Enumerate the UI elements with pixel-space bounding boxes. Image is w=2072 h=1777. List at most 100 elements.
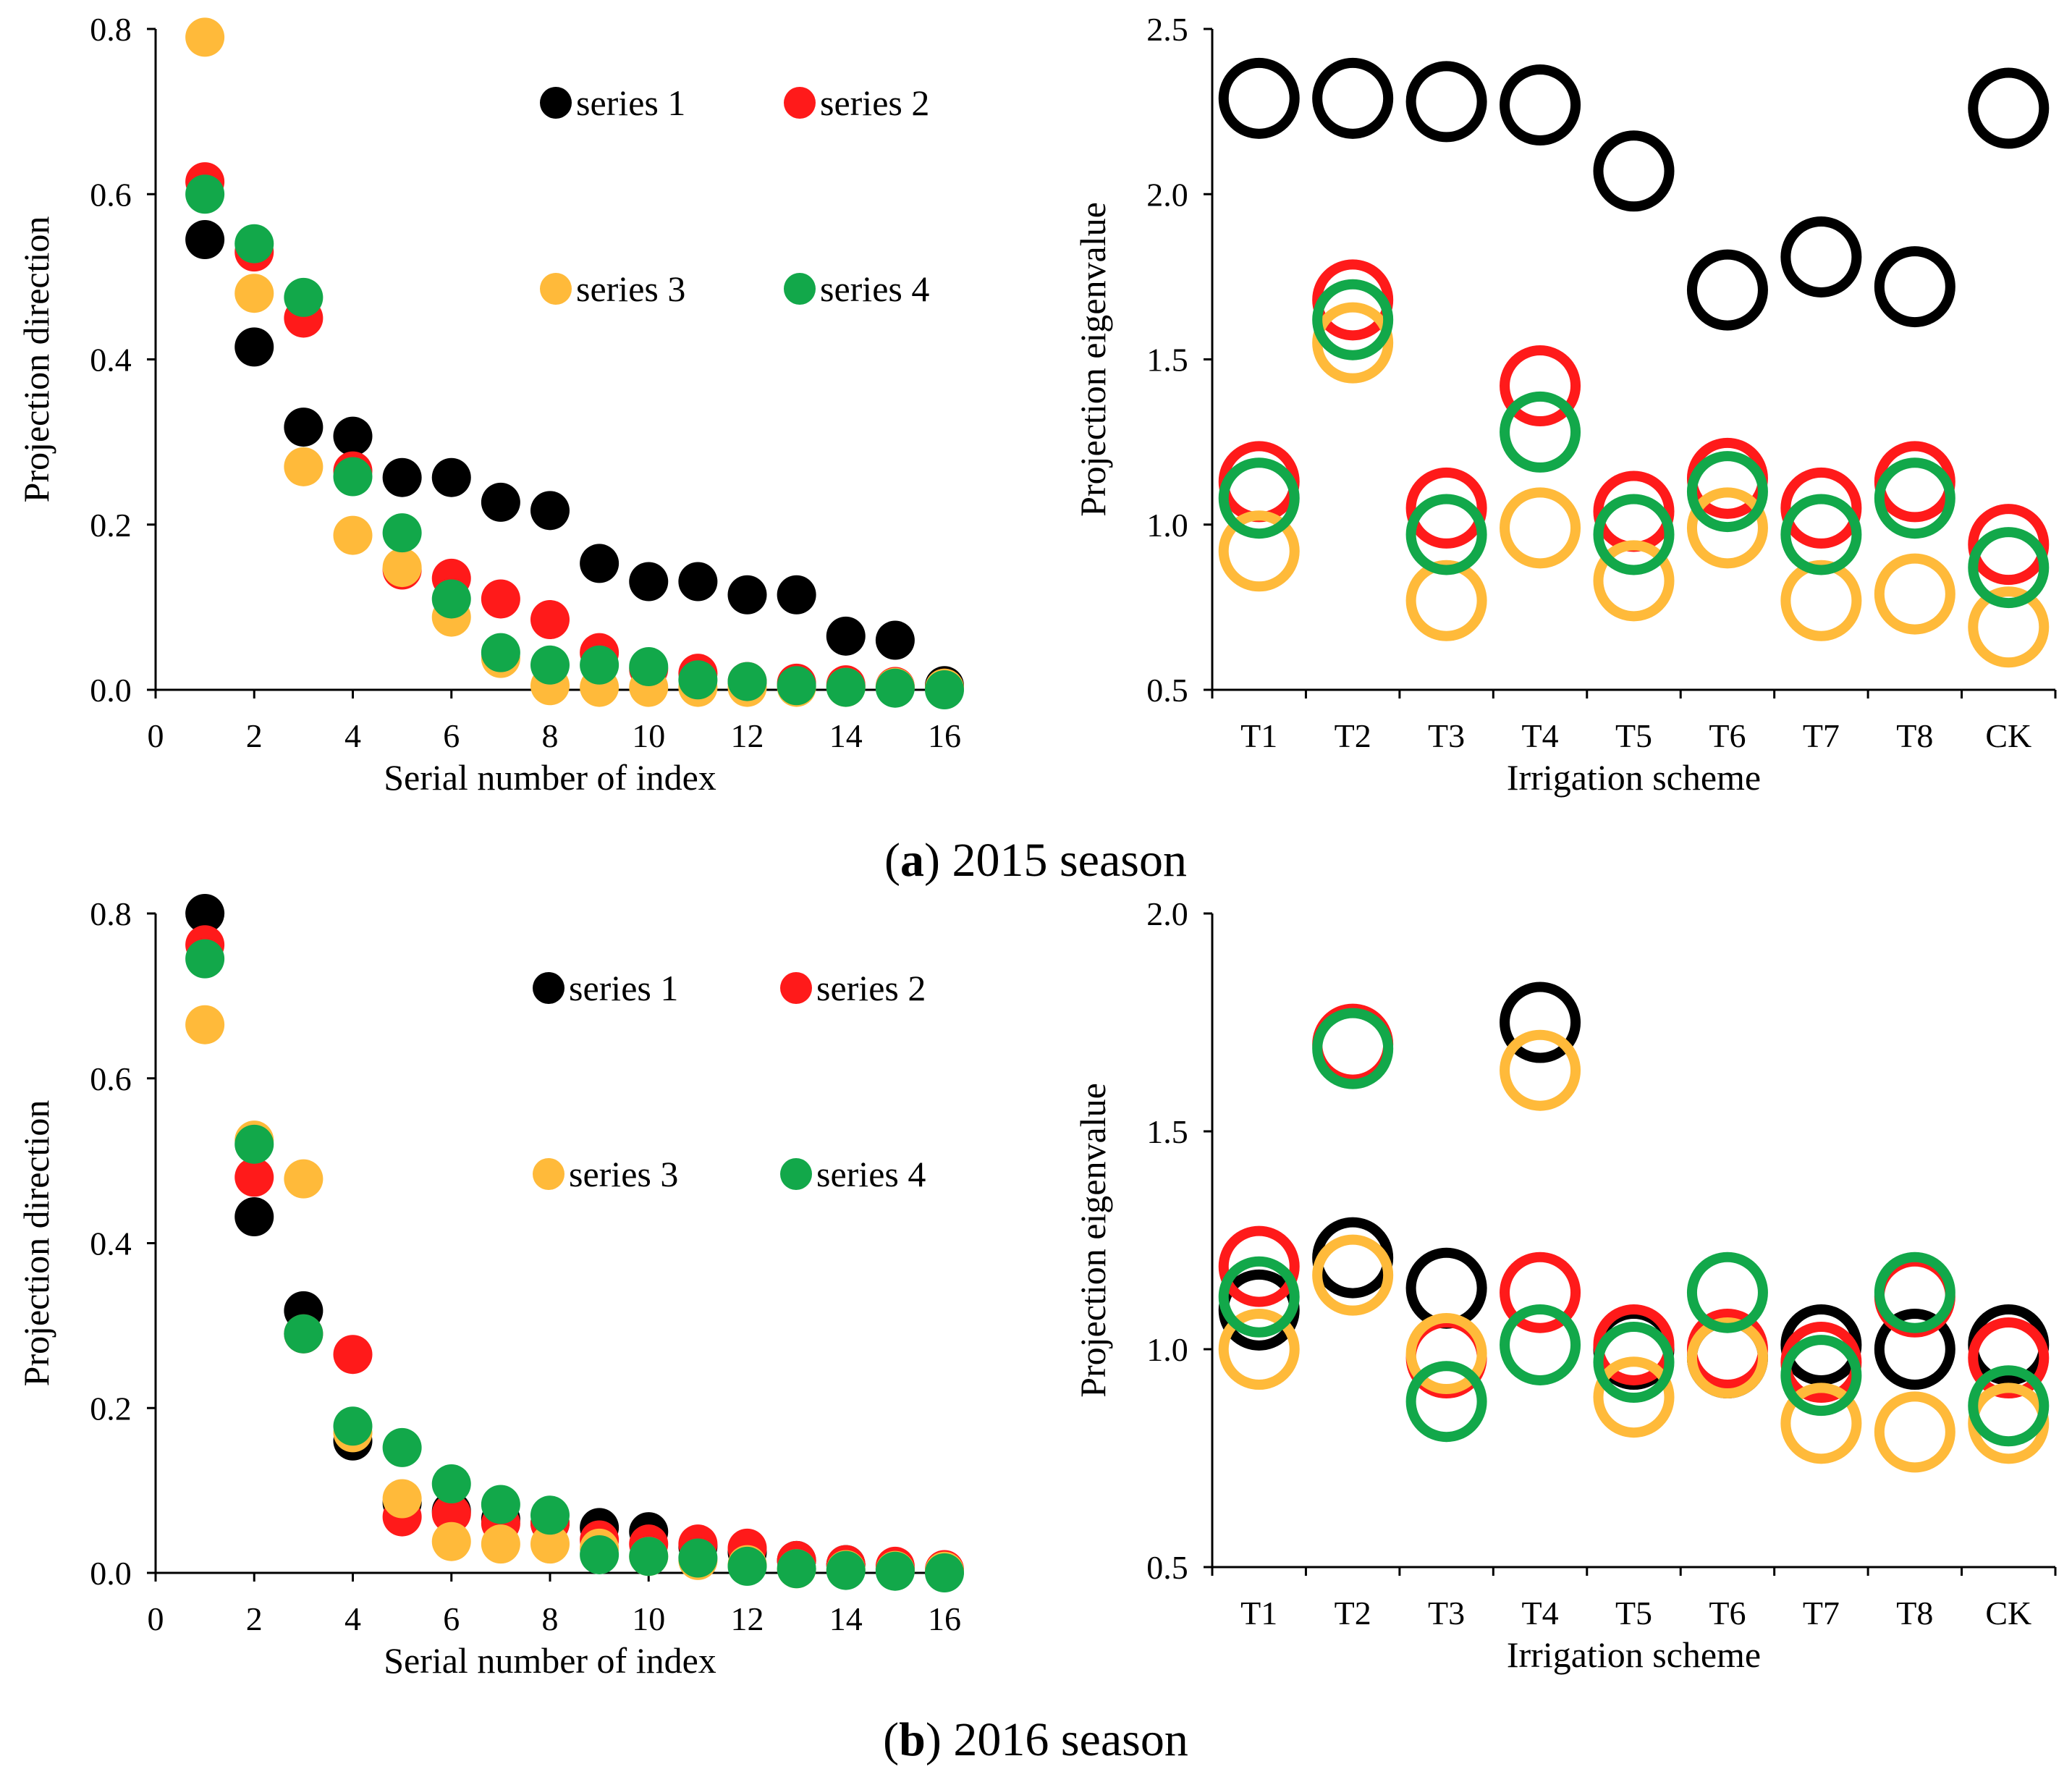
x-tick-label: T5	[1615, 1595, 1652, 1632]
data-point	[185, 939, 225, 979]
data-point	[333, 457, 373, 497]
y-tick-label: 0.0	[90, 1555, 132, 1592]
x-axis-label: Serial number of index	[384, 1640, 716, 1681]
x-tick-label: T3	[1428, 1595, 1465, 1632]
data-point	[284, 447, 324, 486]
data-point	[530, 599, 570, 639]
x-tick-label: 16	[928, 1600, 961, 1637]
x-tick-label: 6	[443, 1600, 460, 1637]
data-point	[826, 667, 866, 707]
data-point	[284, 277, 324, 317]
data-point	[777, 666, 816, 706]
legend-marker	[780, 1158, 812, 1190]
y-axis-label: Projection eigenvalue	[1073, 1083, 1113, 1398]
caption-b-close: )	[926, 1713, 942, 1766]
x-tick-label: T2	[1335, 1595, 1371, 1632]
y-tick-label: 0.5	[1146, 1549, 1188, 1586]
x-tick-label: T5	[1615, 717, 1652, 754]
data-point	[284, 1159, 324, 1199]
y-tick-label: 0.5	[1146, 672, 1188, 709]
caption-b-text: 2016 season	[942, 1713, 1188, 1766]
data-point	[1874, 1252, 1955, 1333]
legend-marker	[533, 972, 564, 1004]
data-point	[431, 1494, 471, 1534]
y-tick-label: 0.8	[90, 895, 132, 932]
data-point	[382, 1479, 422, 1519]
x-tick-label: 10	[632, 1600, 665, 1637]
data-point	[925, 670, 964, 709]
data-point	[1500, 345, 1581, 427]
data-point	[1686, 1317, 1768, 1399]
data-point	[530, 1495, 570, 1535]
y-tick-label: 1.5	[1146, 342, 1188, 379]
data-point	[629, 562, 669, 602]
caption-a-text: 2015 season	[940, 834, 1187, 887]
legend-label: series 4	[816, 1154, 926, 1194]
x-tick-label: T1	[1240, 717, 1277, 754]
x-tick-label: 0	[148, 1600, 164, 1637]
data-point	[629, 647, 669, 687]
data-point	[580, 645, 620, 685]
data-point	[1218, 457, 1300, 539]
x-tick-label: 2	[246, 717, 263, 754]
data-point	[382, 457, 422, 497]
data-point	[234, 224, 274, 263]
chart-b-left: 0.0 0.2 0.4 0.6 0.8 0 2 4 6 8 10 12 14 16 Serial numbe…	[16, 894, 964, 1681]
chart-b-right: 0.5 1.0 1.5 2.0 T1 T2 T3 T4 T5 T6 T7 T8 CK Irrigation…	[1073, 895, 2057, 1675]
data-point	[1312, 259, 1394, 341]
y-tick-label: 0.2	[90, 1390, 132, 1427]
data-point	[481, 1524, 520, 1564]
data-point	[481, 1485, 520, 1524]
legend: series 1 series 2 series 3 series 4	[540, 83, 929, 309]
data-point	[1874, 553, 1955, 635]
data-point	[382, 548, 422, 588]
y-tick-label: 1.5	[1146, 1113, 1188, 1150]
data-point	[826, 616, 866, 656]
y-tick-label: 0.0	[90, 672, 132, 709]
data-point	[1218, 510, 1300, 592]
data-point	[185, 220, 225, 260]
x-tick-label: 12	[731, 717, 764, 754]
data-point	[1968, 504, 2050, 586]
x-tick-label: 12	[731, 1600, 764, 1637]
data-point	[1686, 487, 1768, 569]
data-point	[1500, 1304, 1581, 1385]
data-point	[1500, 64, 1581, 145]
data-point	[678, 1538, 718, 1578]
data-point	[1968, 1317, 2050, 1399]
series-4-marks	[1218, 1008, 2050, 1447]
data-point	[1405, 1313, 1487, 1395]
data-point	[185, 1005, 225, 1044]
data-point	[1312, 302, 1394, 384]
data-point	[1218, 1256, 1300, 1338]
data-point	[1218, 57, 1300, 139]
data-point	[185, 174, 225, 214]
x-tick-label: 10	[632, 717, 665, 754]
x-tick-label: T6	[1709, 1595, 1746, 1632]
x-tick-label: 14	[829, 717, 863, 754]
data-point	[1874, 1309, 1955, 1390]
data-point	[1593, 130, 1675, 212]
legend-marker	[533, 1158, 564, 1190]
data-point	[1405, 494, 1487, 575]
data-point	[678, 660, 718, 700]
y-tick-label: 2.5	[1146, 11, 1188, 48]
data-point	[431, 1521, 471, 1561]
x-tick-label: 8	[542, 717, 559, 754]
data-point	[678, 562, 718, 602]
y-tick-label: 0.4	[90, 1225, 132, 1262]
x-tick-label: 4	[344, 1600, 361, 1637]
data-point	[431, 457, 471, 497]
data-point	[333, 515, 373, 555]
y-tick-label: 0.8	[90, 11, 132, 48]
caption-b-letter: b	[899, 1713, 926, 1766]
data-point	[1686, 451, 1768, 533]
y-axis-label: Projection eigenvalue	[1073, 202, 1113, 517]
data-point	[382, 1427, 422, 1467]
y-axis-label: Projection direction	[16, 216, 56, 503]
data-point	[580, 544, 620, 583]
data-point	[284, 408, 324, 447]
legend-label: series 3	[569, 1154, 678, 1194]
